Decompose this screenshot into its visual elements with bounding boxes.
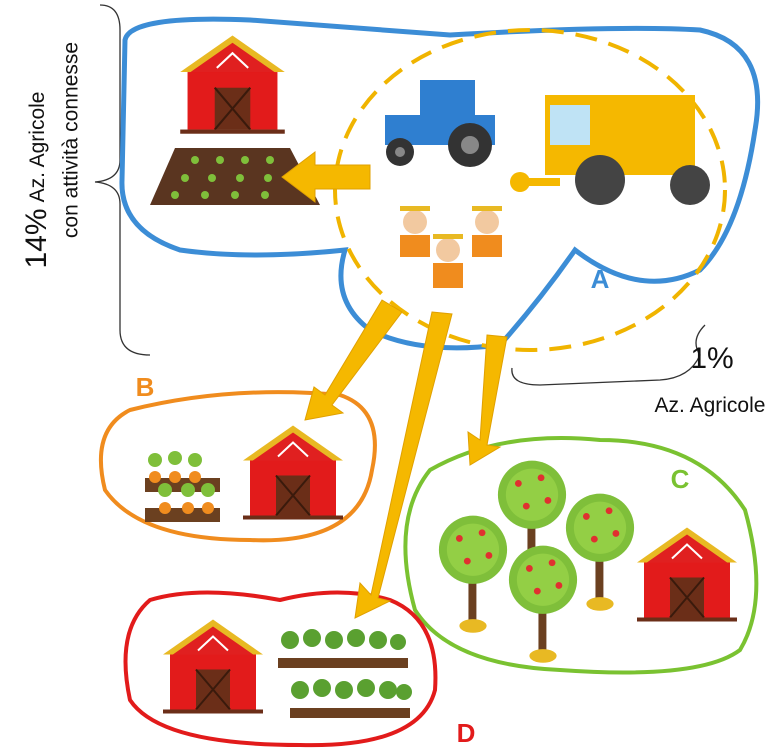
- diagram: 14% Az. Agricole con attività connesse 1%…: [0, 0, 781, 752]
- percent: 14%: [20, 208, 53, 268]
- percent: 1%: [690, 342, 733, 375]
- group-label: C: [671, 464, 690, 494]
- group-label: D: [457, 718, 476, 748]
- harvester-icon: [510, 95, 710, 205]
- tree-icon: [566, 494, 634, 611]
- tree-icon: [439, 516, 507, 633]
- tree-icon: [509, 546, 577, 663]
- group-label: B: [136, 372, 155, 402]
- right-brace: [512, 325, 705, 385]
- carrots-icon: [145, 451, 220, 522]
- left-brace-text: 14% Az. Agricole: [20, 92, 53, 269]
- barn-icon: [637, 528, 737, 622]
- label: con attività connesse: [60, 42, 83, 238]
- farmers-icon: [400, 206, 502, 288]
- group-label: A: [591, 264, 610, 294]
- dashed-circle: [335, 30, 725, 350]
- label: Az. Agricole: [655, 394, 766, 417]
- barn-icon: [163, 620, 263, 714]
- label: Az. Agricole: [26, 92, 49, 203]
- vegetables-icon: [278, 629, 412, 718]
- barn-icon: [243, 426, 343, 520]
- tractor-icon: [385, 80, 495, 167]
- barn-icon: [180, 35, 285, 133]
